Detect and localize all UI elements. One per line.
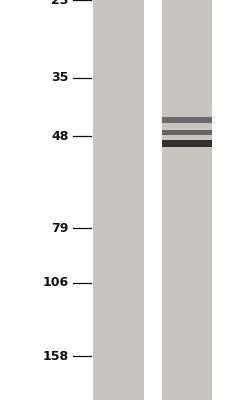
Bar bbox=[93, 0, 143, 400]
Text: 79: 79 bbox=[51, 222, 68, 235]
Text: 106: 106 bbox=[42, 276, 68, 289]
Text: 48: 48 bbox=[51, 130, 68, 142]
Bar bbox=[161, 130, 211, 135]
Text: 158: 158 bbox=[42, 350, 68, 363]
Bar bbox=[161, 0, 211, 400]
Bar bbox=[161, 140, 211, 148]
Text: 35: 35 bbox=[51, 71, 68, 84]
Text: 23: 23 bbox=[51, 0, 68, 6]
Bar bbox=[161, 118, 211, 122]
